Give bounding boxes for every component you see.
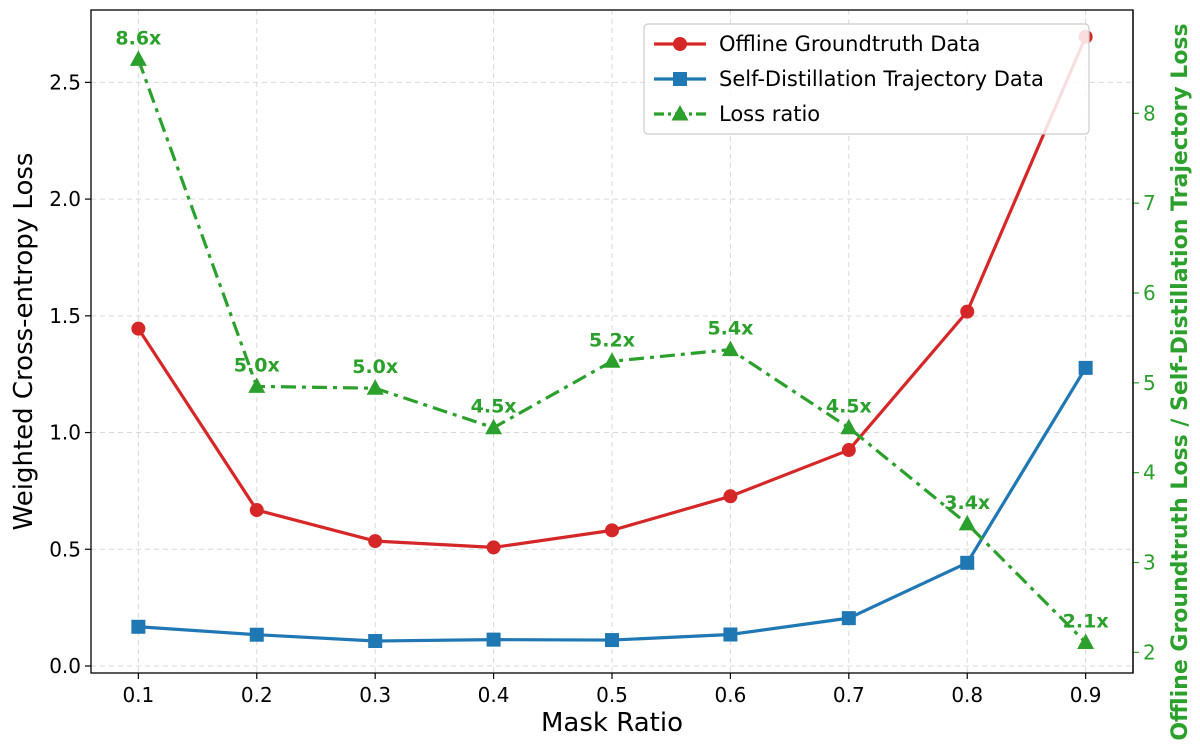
data-point: [721, 340, 739, 357]
y-tick-label: 0.5: [49, 537, 81, 561]
x-tick-label: 0.1: [122, 683, 154, 707]
y-right-tick-label: 5: [1143, 371, 1156, 395]
ratio-data-label: 5.0x: [234, 354, 280, 376]
right-y-axis-title: Offline Groundtruth Loss / Self-Distilla…: [1168, 23, 1193, 740]
legend-label: Offline Groundtruth Data: [719, 32, 980, 56]
ratio-data-label: 2.1x: [1063, 610, 1109, 632]
y-tick-label: 2.5: [49, 70, 81, 94]
x-tick-label: 0.6: [715, 683, 747, 707]
left-y-axis-title: Weighted Cross-entropy Loss: [9, 153, 39, 531]
x-tick-label: 0.7: [833, 683, 865, 707]
x-tick-label: 0.4: [478, 683, 510, 707]
data-point: [129, 50, 147, 66]
series-self-distillation-trajectory-data: [131, 360, 1093, 649]
x-tick-label: 0.5: [596, 683, 628, 707]
ratio-data-label: 4.5x: [471, 396, 517, 418]
ratio-data-label: 5.4x: [707, 318, 753, 340]
data-point: [605, 633, 619, 648]
y-right-tick-label: 8: [1143, 101, 1156, 125]
y-right-tick-label: 2: [1143, 640, 1156, 664]
legend-item: Self-Distillation Trajectory Data: [654, 67, 1044, 91]
data-point: [368, 634, 383, 649]
data-point: [368, 534, 383, 549]
y-right-tick-label: 4: [1143, 461, 1156, 485]
data-point: [841, 443, 856, 458]
data-point: [366, 379, 384, 395]
y-tick-label: 0.0: [49, 654, 81, 678]
data-point: [960, 555, 975, 570]
data-point: [723, 489, 738, 504]
legend-marker: [673, 37, 687, 51]
data-point: [1077, 633, 1095, 649]
ratio-data-label: 8.6x: [115, 27, 161, 49]
left-y-axis: 0.0 0.5 1.0 1.5 2.0 2.5: [49, 70, 91, 678]
data-point: [249, 503, 264, 518]
legend-marker: [671, 105, 689, 121]
data-point: [960, 304, 975, 319]
y-tick-label: 1.0: [49, 421, 81, 445]
data-point: [131, 619, 146, 634]
data-point: [485, 418, 503, 435]
data-point: [958, 514, 976, 531]
data-point: [486, 632, 501, 647]
legend-label: Loss ratio: [719, 102, 820, 126]
series-offline-groundtruth-data: [131, 29, 1093, 555]
data-point: [248, 377, 266, 393]
right-y-axis: 2 3 4 5 6 7 8: [1132, 10, 1156, 673]
data-point: [840, 418, 858, 435]
x-tick-label: 0.3: [359, 683, 391, 707]
ratio-data-label: 5.0x: [352, 356, 398, 378]
y-tick-label: 1.5: [49, 304, 81, 328]
ratio-data-label: 4.5x: [826, 396, 872, 418]
y-right-tick-label: 3: [1143, 551, 1156, 575]
y-right-tick-label: 6: [1143, 281, 1156, 305]
x-axis: 0.1 0.2 0.3 0.4 0.5 0.6 0.7 0.8 0.9: [122, 673, 1102, 707]
plot-frame: [90, 9, 1134, 674]
x-axis-title: Mask Ratio: [541, 708, 683, 738]
data-point: [723, 627, 738, 642]
legend-item: Offline Groundtruth Data: [654, 32, 980, 56]
y-tick-label: 2.0: [49, 187, 81, 211]
data-point: [841, 611, 856, 626]
x-tick-label: 0.2: [241, 683, 273, 707]
legend: Offline Groundtruth Data Self-Distillatio…: [643, 23, 1090, 135]
x-tick-label: 0.9: [1070, 683, 1102, 707]
y-right-tick-label: 7: [1143, 191, 1156, 215]
legend-item: Loss ratio: [654, 102, 820, 126]
data-point: [603, 352, 621, 368]
x-tick-label: 0.8: [951, 683, 983, 707]
ratio-data-label: 3.4x: [944, 492, 990, 514]
data-point: [605, 523, 619, 538]
data-point: [131, 321, 146, 336]
ratio-data-label: 5.2x: [589, 329, 635, 351]
series-loss-ratio: [129, 50, 1095, 649]
legend-label: Self-Distillation Trajectory Data: [719, 67, 1044, 91]
ratio-data-labels: 8.6x 5.0x 5.0x 4.5x 5.2x 5.4x 4.5x 3.4x 2.1x: [115, 27, 1108, 632]
data-point: [1078, 360, 1093, 375]
legend-box: [643, 23, 1090, 135]
plot-series: [129, 29, 1095, 649]
data-point: [249, 627, 264, 642]
legend-marker: [673, 72, 687, 86]
data-point: [486, 540, 501, 555]
